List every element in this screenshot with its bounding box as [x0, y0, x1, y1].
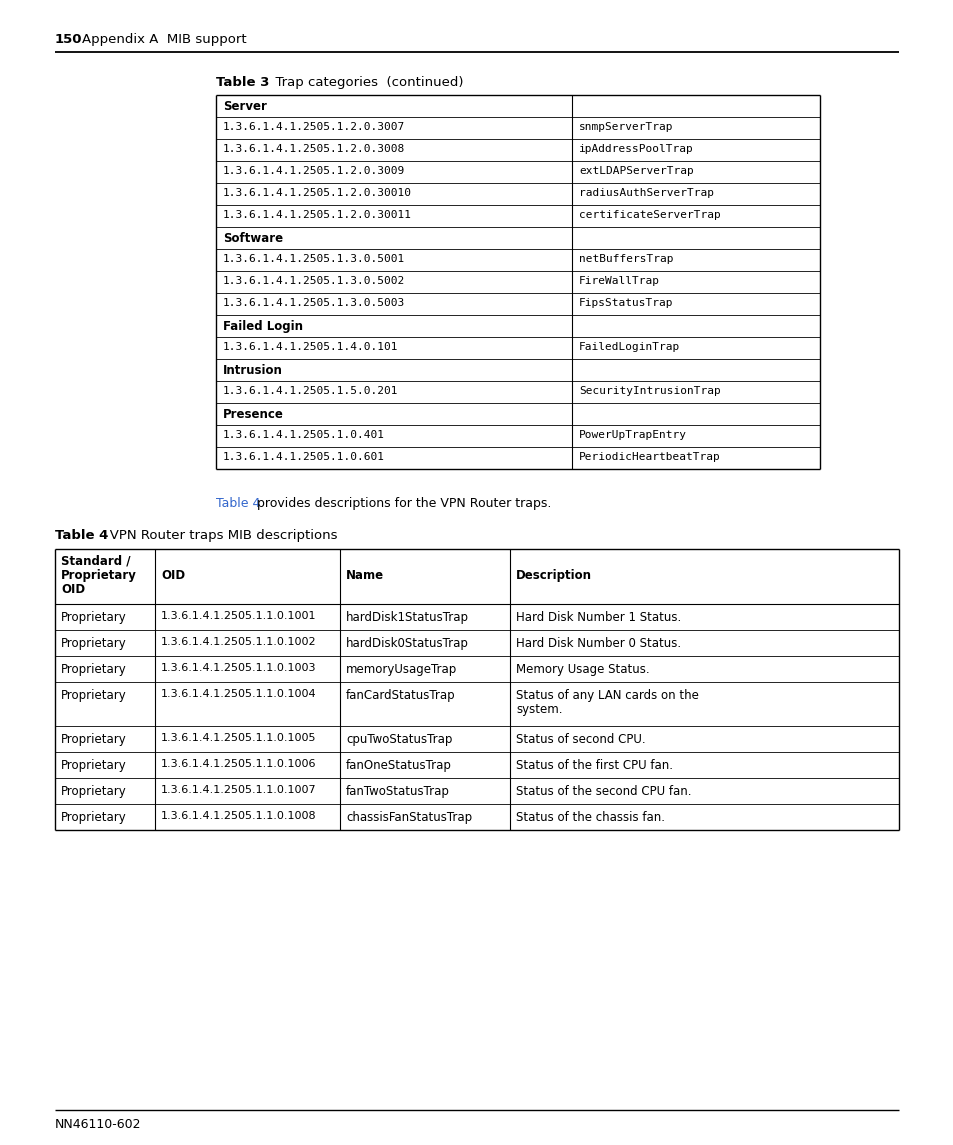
Text: Standard /: Standard / — [61, 555, 131, 568]
Text: 1.3.6.1.4.1.2505.1.2.0.30010: 1.3.6.1.4.1.2505.1.2.0.30010 — [223, 188, 412, 198]
Text: Proprietary: Proprietary — [61, 689, 127, 702]
Text: fanCardStatusTrap: fanCardStatusTrap — [346, 689, 456, 702]
Text: fanOneStatusTrap: fanOneStatusTrap — [346, 759, 452, 772]
Text: Server: Server — [223, 100, 267, 113]
Text: certificateServerTrap: certificateServerTrap — [578, 210, 720, 220]
Text: Proprietary: Proprietary — [61, 637, 127, 650]
Text: Software: Software — [223, 232, 283, 245]
Text: Proprietary: Proprietary — [61, 663, 127, 676]
Text: 1.3.6.1.4.1.2505.1.1.0.1001: 1.3.6.1.4.1.2505.1.1.0.1001 — [161, 611, 316, 621]
Text: Failed Login: Failed Login — [223, 319, 303, 333]
Text: 1.3.6.1.4.1.2505.1.4.0.101: 1.3.6.1.4.1.2505.1.4.0.101 — [223, 342, 398, 352]
Text: memoryUsageTrap: memoryUsageTrap — [346, 663, 456, 676]
Text: ipAddressPoolTrap: ipAddressPoolTrap — [578, 144, 693, 153]
Text: SecurityIntrusionTrap: SecurityIntrusionTrap — [578, 386, 720, 396]
Text: Status of the chassis fan.: Status of the chassis fan. — [516, 811, 664, 824]
Text: 1.3.6.1.4.1.2505.1.3.0.5001: 1.3.6.1.4.1.2505.1.3.0.5001 — [223, 254, 405, 264]
Text: chassisFanStatusTrap: chassisFanStatusTrap — [346, 811, 472, 824]
Text: Proprietary: Proprietary — [61, 759, 127, 772]
Text: 150: 150 — [55, 33, 82, 46]
Text: hardDisk0StatusTrap: hardDisk0StatusTrap — [346, 637, 468, 650]
Text: Proprietary: Proprietary — [61, 611, 127, 624]
Text: 1.3.6.1.4.1.2505.1.2.0.30011: 1.3.6.1.4.1.2505.1.2.0.30011 — [223, 210, 412, 220]
Text: Hard Disk Number 1 Status.: Hard Disk Number 1 Status. — [516, 611, 680, 624]
Text: 1.3.6.1.4.1.2505.1.2.0.3007: 1.3.6.1.4.1.2505.1.2.0.3007 — [223, 123, 405, 132]
Text: 1.3.6.1.4.1.2505.1.2.0.3008: 1.3.6.1.4.1.2505.1.2.0.3008 — [223, 144, 405, 153]
Text: PowerUpTrapEntry: PowerUpTrapEntry — [578, 431, 686, 440]
Text: FireWallTrap: FireWallTrap — [578, 276, 659, 286]
Text: VPN Router traps MIB descriptions: VPN Router traps MIB descriptions — [97, 529, 337, 542]
Text: 1.3.6.1.4.1.2505.1.1.0.1007: 1.3.6.1.4.1.2505.1.1.0.1007 — [161, 785, 316, 795]
Text: netBuffersTrap: netBuffersTrap — [578, 254, 673, 264]
Text: 1.3.6.1.4.1.2505.1.1.0.1003: 1.3.6.1.4.1.2505.1.1.0.1003 — [161, 663, 316, 673]
Text: 1.3.6.1.4.1.2505.1.0.401: 1.3.6.1.4.1.2505.1.0.401 — [223, 431, 385, 440]
Text: Hard Disk Number 0 Status.: Hard Disk Number 0 Status. — [516, 637, 680, 650]
Text: FailedLoginTrap: FailedLoginTrap — [578, 342, 679, 352]
Text: PeriodicHeartbeatTrap: PeriodicHeartbeatTrap — [578, 452, 720, 461]
Text: Appendix A  MIB support: Appendix A MIB support — [82, 33, 247, 46]
Text: Name: Name — [346, 569, 384, 582]
Text: Trap categories  (continued): Trap categories (continued) — [267, 76, 463, 89]
Text: fanTwoStatusTrap: fanTwoStatusTrap — [346, 785, 450, 798]
Text: Presence: Presence — [223, 408, 284, 421]
Text: 1.3.6.1.4.1.2505.1.2.0.3009: 1.3.6.1.4.1.2505.1.2.0.3009 — [223, 166, 405, 176]
Text: Memory Usage Status.: Memory Usage Status. — [516, 663, 649, 676]
Text: 1.3.6.1.4.1.2505.1.1.0.1002: 1.3.6.1.4.1.2505.1.1.0.1002 — [161, 637, 316, 647]
Text: Intrusion: Intrusion — [223, 364, 283, 377]
Text: Table 3: Table 3 — [215, 76, 269, 89]
Text: Proprietary: Proprietary — [61, 733, 127, 747]
Text: Proprietary: Proprietary — [61, 811, 127, 824]
Text: Status of the second CPU fan.: Status of the second CPU fan. — [516, 785, 691, 798]
Text: 1.3.6.1.4.1.2505.1.3.0.5003: 1.3.6.1.4.1.2505.1.3.0.5003 — [223, 298, 405, 308]
Text: Table 4: Table 4 — [215, 497, 260, 510]
Text: Proprietary: Proprietary — [61, 785, 127, 798]
Text: cpuTwoStatusTrap: cpuTwoStatusTrap — [346, 733, 452, 747]
Text: extLDAPServerTrap: extLDAPServerTrap — [578, 166, 693, 176]
Text: Status of the first CPU fan.: Status of the first CPU fan. — [516, 759, 672, 772]
Text: Table 4: Table 4 — [55, 529, 109, 542]
Text: OID: OID — [161, 569, 185, 582]
Text: 1.3.6.1.4.1.2505.1.1.0.1004: 1.3.6.1.4.1.2505.1.1.0.1004 — [161, 689, 316, 698]
Text: 1.3.6.1.4.1.2505.1.1.0.1005: 1.3.6.1.4.1.2505.1.1.0.1005 — [161, 733, 316, 743]
Text: provides descriptions for the VPN Router traps.: provides descriptions for the VPN Router… — [253, 497, 551, 510]
Text: 1.3.6.1.4.1.2505.1.1.0.1006: 1.3.6.1.4.1.2505.1.1.0.1006 — [161, 759, 316, 769]
Text: snmpServerTrap: snmpServerTrap — [578, 123, 673, 132]
Text: hardDisk1StatusTrap: hardDisk1StatusTrap — [346, 611, 469, 624]
Text: 1.3.6.1.4.1.2505.1.0.601: 1.3.6.1.4.1.2505.1.0.601 — [223, 452, 385, 461]
Text: 1.3.6.1.4.1.2505.1.3.0.5002: 1.3.6.1.4.1.2505.1.3.0.5002 — [223, 276, 405, 286]
Text: NN46110-602: NN46110-602 — [55, 1118, 141, 1131]
Text: OID: OID — [61, 583, 85, 597]
Text: radiusAuthServerTrap: radiusAuthServerTrap — [578, 188, 713, 198]
Text: Status of any LAN cards on the: Status of any LAN cards on the — [516, 689, 699, 702]
Text: system.: system. — [516, 703, 562, 716]
Text: FipsStatusTrap: FipsStatusTrap — [578, 298, 673, 308]
Text: Status of second CPU.: Status of second CPU. — [516, 733, 645, 747]
Text: Proprietary: Proprietary — [61, 569, 136, 582]
Text: 1.3.6.1.4.1.2505.1.5.0.201: 1.3.6.1.4.1.2505.1.5.0.201 — [223, 386, 398, 396]
Text: 1.3.6.1.4.1.2505.1.1.0.1008: 1.3.6.1.4.1.2505.1.1.0.1008 — [161, 811, 316, 821]
Text: Description: Description — [516, 569, 592, 582]
